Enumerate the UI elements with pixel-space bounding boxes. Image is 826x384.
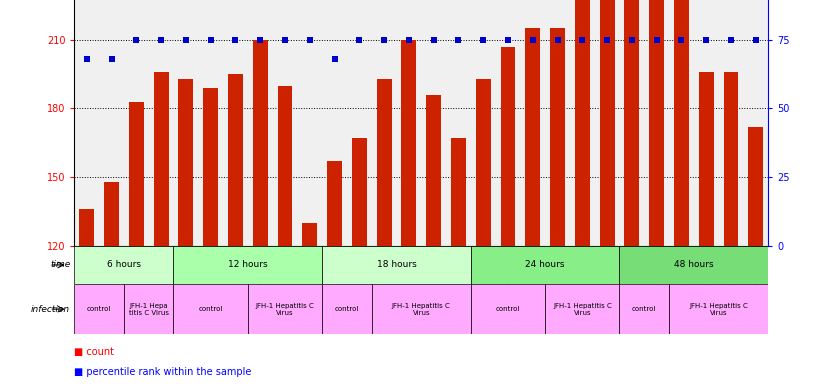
Point (80, 56, 93, 62)
Bar (550, 28, 565, 246)
Text: 48 hours: 48 hours (674, 260, 714, 270)
Point (402, 37, 415, 43)
Bar (154, 72, 169, 246)
Point (179, 37, 192, 43)
Bar (748, 127, 763, 246)
Bar (79, 209, 94, 246)
Bar (74, 246, 173, 284)
Point (328, 56, 341, 62)
Bar (173, 246, 322, 284)
Bar (228, 74, 243, 246)
Bar (372, 284, 471, 334)
Bar (545, 284, 620, 334)
Point (303, 37, 316, 43)
Point (204, 37, 217, 43)
Bar (322, 246, 471, 284)
Bar (649, 0, 664, 246)
Bar (426, 95, 441, 246)
Text: time: time (50, 260, 70, 270)
Point (377, 37, 391, 43)
Point (625, 37, 638, 43)
Bar (129, 102, 144, 246)
Point (501, 37, 515, 43)
Bar (501, 47, 515, 246)
Text: JFH-1 Hepatitis C
Virus: JFH-1 Hepatitis C Virus (392, 303, 451, 316)
Bar (476, 79, 491, 246)
Bar (104, 182, 119, 246)
Bar (669, 284, 768, 334)
Point (700, 37, 713, 43)
Point (105, 56, 118, 62)
Bar (620, 246, 768, 284)
Bar (253, 40, 268, 246)
Bar (699, 72, 714, 246)
Text: 12 hours: 12 hours (228, 260, 268, 270)
Bar (377, 79, 392, 246)
Text: infection: infection (31, 305, 70, 314)
Bar (624, 0, 639, 246)
Point (130, 37, 143, 43)
Point (229, 37, 242, 43)
Bar (178, 79, 193, 246)
Text: control: control (87, 306, 112, 312)
Text: JFH-1 Hepatitis C
Virus: JFH-1 Hepatitis C Virus (255, 303, 315, 316)
Bar (724, 72, 738, 246)
Bar (471, 284, 545, 334)
Text: control: control (496, 306, 520, 312)
Bar (278, 86, 292, 246)
Point (576, 37, 589, 43)
Bar (401, 40, 416, 246)
Bar (203, 88, 218, 246)
Text: ■ count: ■ count (74, 346, 114, 357)
Text: JFH-1 Hepatitis C
Virus: JFH-1 Hepatitis C Virus (553, 303, 612, 316)
Text: ■ percentile rank within the sample: ■ percentile rank within the sample (74, 366, 252, 377)
Text: 6 hours: 6 hours (107, 260, 141, 270)
Bar (674, 0, 689, 246)
Text: control: control (335, 306, 359, 312)
Point (427, 37, 440, 43)
Bar (173, 284, 248, 334)
Bar (600, 0, 615, 246)
Bar (471, 246, 620, 284)
Point (724, 37, 738, 43)
Point (154, 37, 168, 43)
Text: JFH-1 Hepa
titis C Virus: JFH-1 Hepa titis C Virus (129, 303, 169, 316)
Point (749, 37, 762, 43)
Bar (327, 161, 342, 246)
Bar (302, 223, 317, 246)
Bar (124, 284, 173, 334)
Point (675, 37, 688, 43)
Bar (525, 28, 540, 246)
Text: 24 hours: 24 hours (525, 260, 565, 270)
Point (452, 37, 465, 43)
Bar (620, 284, 669, 334)
Bar (451, 138, 466, 246)
Bar (575, 0, 590, 246)
Point (526, 37, 539, 43)
Text: 18 hours: 18 hours (377, 260, 416, 270)
Text: control: control (198, 306, 223, 312)
Point (278, 37, 292, 43)
Point (551, 37, 564, 43)
Point (650, 37, 663, 43)
Point (601, 37, 614, 43)
Bar (248, 284, 322, 334)
Point (254, 37, 267, 43)
Text: control: control (632, 306, 657, 312)
Bar (322, 284, 372, 334)
Point (353, 37, 366, 43)
Bar (74, 284, 124, 334)
Text: JFH-1 Hepatitis C
Virus: JFH-1 Hepatitis C Virus (689, 303, 748, 316)
Bar (352, 138, 367, 246)
Point (477, 37, 490, 43)
